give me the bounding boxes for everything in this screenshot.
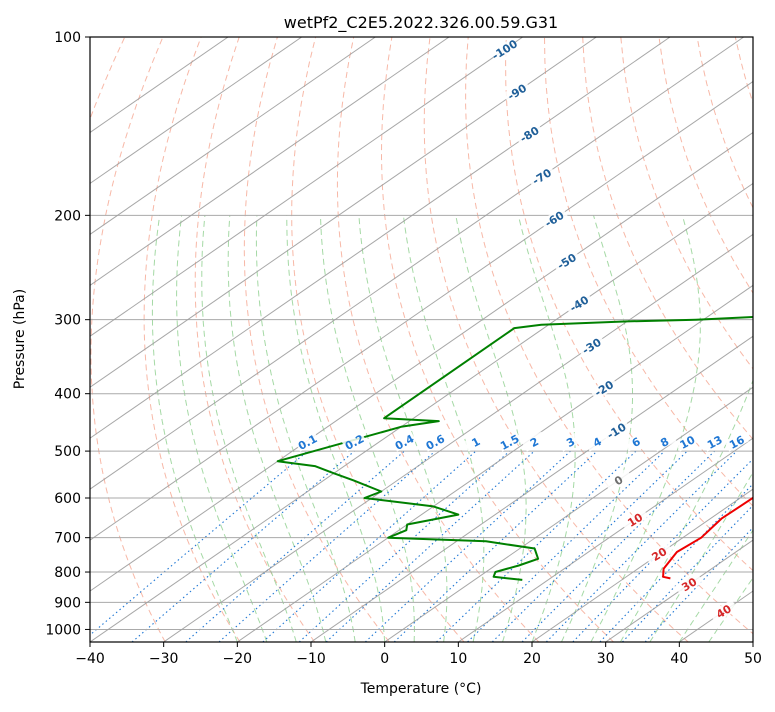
moist-adiabat-line bbox=[177, 215, 267, 642]
isotherm-label: 40 bbox=[709, 599, 738, 624]
temperature-line bbox=[663, 37, 775, 578]
x-tick-label: 10 bbox=[449, 651, 467, 667]
isotherm-line bbox=[164, 37, 775, 642]
isotherm-line bbox=[0, 37, 375, 642]
mixing-ratio-label: 0.2 bbox=[342, 432, 368, 454]
moist-adiabat-line bbox=[256, 215, 355, 642]
moist-adiabat-line bbox=[228, 215, 326, 642]
mixing-ratio-line bbox=[326, 451, 534, 642]
mixing-ratio-label: 10 bbox=[675, 432, 701, 454]
isobars bbox=[90, 37, 753, 629]
isotherm-label: -70 bbox=[528, 165, 557, 190]
mixing-ratio-line bbox=[365, 451, 570, 642]
isotherm-line bbox=[0, 37, 744, 642]
y-tick-label: 200 bbox=[54, 208, 81, 224]
mixing-ratio-label: 8 bbox=[652, 432, 678, 454]
isotherm-label: -40 bbox=[565, 292, 594, 317]
x-tick-label: −20 bbox=[223, 651, 253, 667]
y-axis-label: Pressure (hPa) bbox=[12, 289, 28, 389]
x-tick-label: −40 bbox=[75, 651, 105, 667]
x-tick-label: 40 bbox=[670, 651, 688, 667]
isotherm-label: 30 bbox=[675, 572, 704, 597]
mixing-ratio-label: 20 bbox=[748, 432, 774, 454]
isotherm-label: -60 bbox=[540, 207, 569, 232]
x-axis-ticks: −40 −30 −20 −10 0 10 20 30 40 50 bbox=[75, 642, 762, 667]
x-tick-label: −30 bbox=[149, 651, 179, 667]
mixing-ratio-line bbox=[394, 451, 597, 642]
isotherm-label: -30 bbox=[577, 334, 606, 359]
dry-adiabat-line bbox=[735, 37, 775, 642]
x-axis-label: Temperature (°C) bbox=[360, 681, 482, 697]
mixing-ratio-label: 0.4 bbox=[392, 432, 418, 454]
dry-adiabat-line bbox=[424, 37, 688, 642]
x-tick-label: 50 bbox=[744, 651, 762, 667]
mixing-ratio-label: 0.6 bbox=[423, 432, 449, 454]
isotherm-label: -50 bbox=[552, 249, 581, 274]
isotherm-label-text: -100 bbox=[490, 37, 521, 63]
dry-adiabat-line bbox=[466, 37, 763, 642]
y-tick-label: 400 bbox=[54, 387, 81, 403]
isotherm-line bbox=[0, 37, 670, 642]
isotherm-label: -20 bbox=[590, 376, 619, 401]
mixing-ratio-line bbox=[468, 451, 665, 642]
isotherm-line bbox=[458, 37, 775, 642]
dry-adiabat-line bbox=[506, 37, 775, 642]
x-tick-label: 30 bbox=[597, 651, 615, 667]
dry-adiabat-line bbox=[91, 37, 165, 642]
mixing-ratio-label: 3 bbox=[558, 432, 584, 454]
x-tick-label: 0 bbox=[380, 651, 389, 667]
y-tick-label: 600 bbox=[54, 491, 81, 507]
plot-area: -100-90-80-70-60-50-40-30-20-10010203040… bbox=[0, 37, 775, 642]
mixing-ratio-label-text: 20 bbox=[751, 433, 771, 452]
y-axis-ticks: 100 200 300 400 500 600 700 800 900 1000 bbox=[45, 30, 90, 638]
mixing-ratio-label: 16 bbox=[724, 432, 750, 454]
y-tick-label: 500 bbox=[54, 444, 81, 460]
moist-adiabat-line bbox=[152, 215, 237, 642]
mixing-ratio-label: 1 bbox=[463, 432, 489, 454]
isotherm-line bbox=[606, 37, 775, 642]
y-tick-label: 1000 bbox=[45, 622, 81, 638]
y-tick-label: 900 bbox=[54, 595, 81, 611]
dry-adiabat-line bbox=[36, 37, 125, 642]
x-tick-label: −10 bbox=[296, 651, 326, 667]
isotherm-line bbox=[385, 37, 775, 642]
isotherm-label: 20 bbox=[645, 542, 674, 567]
isotherm-line bbox=[753, 37, 775, 642]
x-tick-label: 20 bbox=[523, 651, 541, 667]
moist-adiabat-line bbox=[202, 215, 296, 642]
mixing-ratio-label: 2 bbox=[522, 432, 548, 454]
isotherm-label: 0 bbox=[604, 468, 633, 493]
isotherm-line bbox=[0, 37, 228, 642]
dry-adiabat-line bbox=[195, 37, 315, 642]
moist-adiabat-line bbox=[287, 215, 385, 642]
y-tick-label: 700 bbox=[54, 531, 81, 547]
mixing-ratio-label: 13 bbox=[702, 432, 728, 454]
isotherm-label: -80 bbox=[515, 122, 544, 147]
isotherm-line bbox=[679, 37, 775, 642]
mixing-ratio-line bbox=[132, 451, 354, 642]
isotherm-label: -100 bbox=[490, 37, 521, 63]
moist-adiabat-line bbox=[709, 215, 775, 642]
y-tick-label: 300 bbox=[54, 313, 81, 329]
mixing-ratio-label: 1.5 bbox=[497, 432, 523, 454]
dry-adiabat-line bbox=[621, 37, 775, 642]
y-tick-label: 100 bbox=[54, 30, 81, 46]
y-tick-label: 800 bbox=[54, 565, 81, 581]
isotherm-label: 10 bbox=[621, 508, 650, 533]
chart-title: wetPf2_C2E5.2022.326.00.59.G31 bbox=[284, 13, 558, 33]
isotherm-line bbox=[0, 37, 302, 642]
mixing-ratio-line bbox=[82, 451, 308, 642]
